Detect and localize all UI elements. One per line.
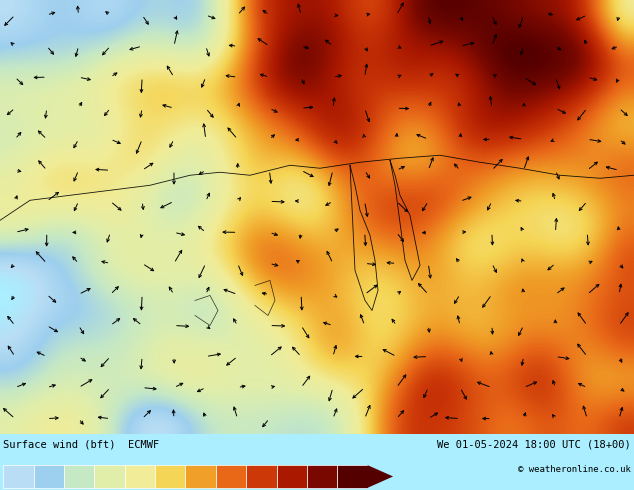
- Bar: [246, 465, 276, 488]
- Bar: [64, 465, 94, 488]
- Bar: [216, 465, 246, 488]
- Text: © weatheronline.co.uk: © weatheronline.co.uk: [518, 465, 631, 474]
- Bar: [94, 465, 125, 488]
- Bar: [276, 465, 307, 488]
- Bar: [3, 465, 34, 488]
- Bar: [337, 465, 368, 488]
- Bar: [185, 465, 216, 488]
- Text: We 01-05-2024 18:00 UTC (18+00): We 01-05-2024 18:00 UTC (18+00): [437, 439, 631, 449]
- Bar: [34, 465, 64, 488]
- Bar: [307, 465, 337, 488]
- Text: Surface wind (bft)  ECMWF: Surface wind (bft) ECMWF: [3, 439, 159, 449]
- Bar: [125, 465, 155, 488]
- Polygon shape: [368, 465, 393, 488]
- Bar: [155, 465, 185, 488]
